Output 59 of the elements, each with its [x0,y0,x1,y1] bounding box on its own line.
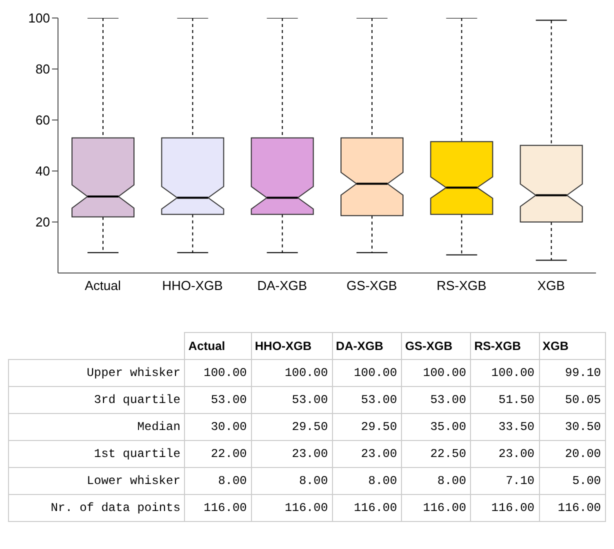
text: 23.00 [361,447,398,461]
text: 53.00 [430,393,466,407]
x-tick-label: DA-XGB [257,278,308,294]
text: 20.00 [564,447,601,461]
text: 116.00 [423,501,466,515]
x-tick-label: XGB [537,278,565,294]
text: 5.00 [572,474,601,488]
text: 51.50 [498,393,535,407]
text: 116.00 [204,501,247,515]
text: 7.10 [506,474,535,488]
category-label: RS-XGB [470,332,540,360]
y-tick-label: 40 [36,164,50,179]
category-label: DA-XGB [332,332,402,360]
text: 53.00 [361,393,398,407]
category-label: Median [137,420,180,434]
y-tick-label: 60 [36,112,50,128]
category-label: HHO-XGB [251,332,332,360]
category-label: Lower whisker [86,474,180,488]
text: 100.00 [204,366,247,380]
text: 100.00 [284,366,328,380]
category-label: 1st quartile [94,447,180,461]
text: 116.00 [354,501,398,515]
text: 116.00 [491,501,535,515]
y-tick-label: 100 [28,10,50,26]
text: 23.00 [498,447,535,461]
category-label: XGB [539,332,606,360]
text: 22.00 [210,447,247,461]
text: 35.00 [430,420,466,434]
x-tick-label: HHO-XGB [162,278,223,294]
category-label: 3rd quartile [94,393,180,407]
text: 8.00 [368,474,398,488]
text: 29.50 [292,420,328,434]
text: 30.00 [210,420,247,434]
y-tick-label: 80 [36,62,50,77]
text: 8.00 [218,474,247,488]
text: 53.00 [210,393,247,407]
text: 50.05 [564,393,601,407]
text: 53.00 [292,393,328,407]
x-tick-label: RS-XGB [436,278,486,294]
text: 30.50 [564,420,601,434]
text: 29.50 [361,420,398,434]
category-label: Upper whisker [86,366,180,380]
y-tick-label: 20 [36,214,50,230]
category-label: Nr. of data points [50,501,180,515]
text: 33.50 [498,420,535,434]
text: 8.00 [299,474,328,488]
category-label: Actual [184,332,252,360]
text: 22.50 [430,447,466,461]
text: 23.00 [292,447,328,461]
x-tick-label: GS-XGB [346,278,398,294]
text: 100.00 [354,366,398,380]
text: 99.10 [564,366,601,380]
category-label: GS-XGB [402,332,471,360]
text: 116.00 [558,501,601,515]
text: 100.00 [423,366,466,380]
text: 100.00 [491,366,535,380]
text: 116.00 [284,501,328,515]
x-tick-label: Actual [84,278,122,294]
text: 8.00 [437,474,466,488]
